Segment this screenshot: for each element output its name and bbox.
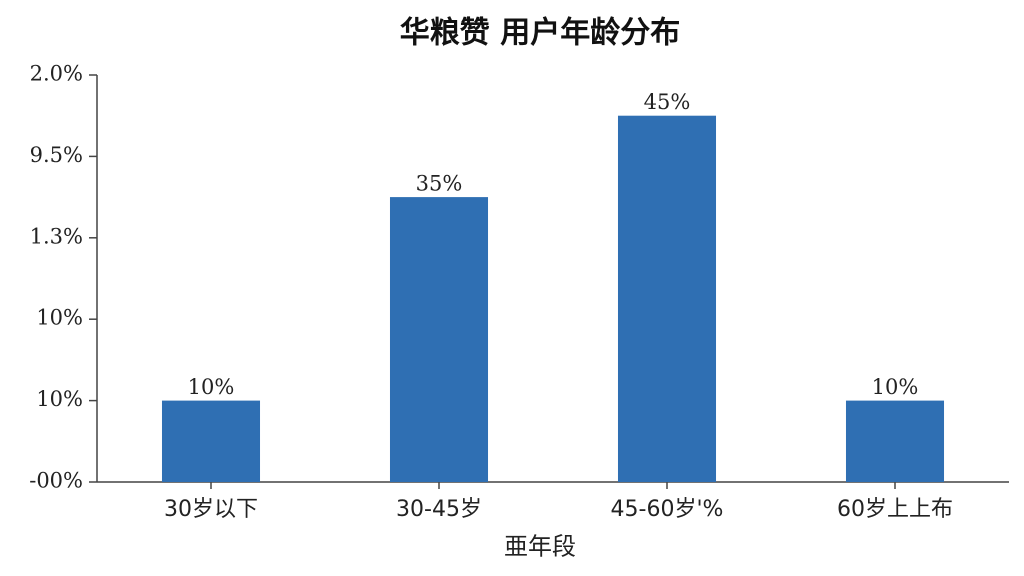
y-tick-label: 9.5%: [30, 143, 83, 167]
x-tick-label: 30-45岁: [396, 497, 482, 522]
chart-title: 华粮赞 用户年龄分布: [400, 16, 680, 51]
data-label: 35%: [416, 172, 463, 196]
bar: [161, 400, 261, 482]
y-tick-label: 2.0%: [30, 62, 83, 86]
x-tick-label: 45-60岁'%: [611, 497, 724, 522]
data-label: 10%: [872, 375, 919, 399]
x-tick-label: 60岁上上布: [837, 497, 953, 522]
bar: [617, 115, 717, 482]
y-tick-label: 10%: [36, 306, 83, 330]
y-tick-label: 1.3%: [30, 224, 83, 248]
bar: [389, 197, 489, 482]
y-tick-label: -00%: [29, 469, 83, 493]
data-label: 45%: [644, 90, 691, 114]
y-tick-label: 10%: [36, 387, 83, 411]
bar: [845, 400, 945, 482]
x-axis-label: 亜年段: [504, 533, 576, 561]
data-label: 10%: [188, 375, 235, 399]
x-tick-label: 30岁以下: [164, 497, 258, 522]
